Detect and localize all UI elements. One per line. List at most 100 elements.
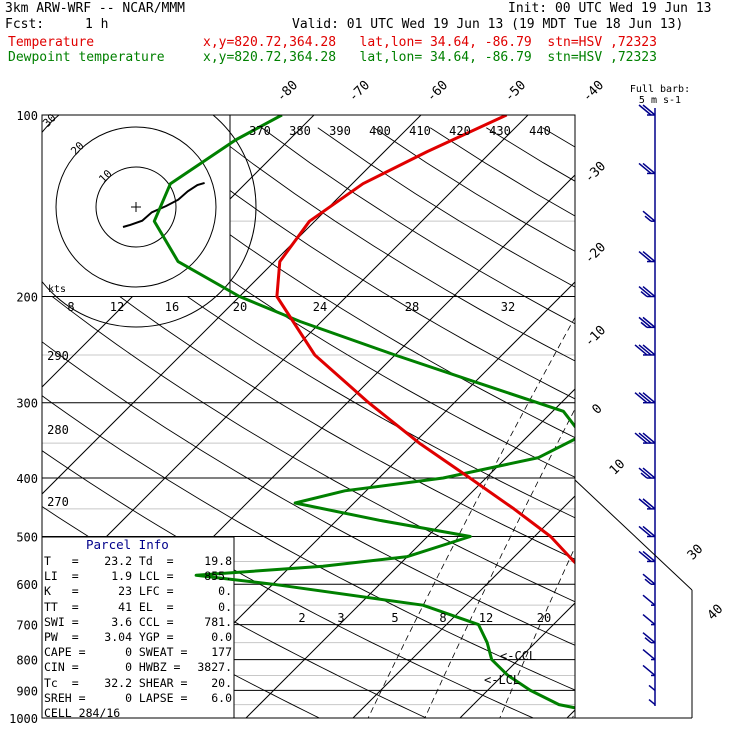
dry-adiabat-line (42, 235, 575, 560)
wind-barb-flag (638, 104, 652, 116)
mixing-ratio-line (572, 710, 575, 718)
parcel-param-value: 781. (204, 614, 232, 629)
parcel-param-value: 0. (218, 584, 232, 599)
wind-barb-flag (642, 498, 656, 510)
mixing-ratio-line (721, 309, 740, 731)
pressure-tick-label: 700 (16, 619, 38, 633)
dry-adiabat-line (42, 131, 575, 478)
wind-barb-flag (642, 250, 656, 263)
pressure-tick-label: 100 (16, 109, 38, 123)
parcel-info-panel: Parcel Info T = 23.2 Td = 19.8 LI = 1.9 LCL … (44, 537, 234, 727)
dry-adiabat-line (42, 183, 575, 519)
parcel-row: LI = 1.9 LCL = 855. (44, 569, 234, 584)
isotherm-tick-label: 40 (705, 602, 727, 624)
isotherm-line (245, 388, 575, 718)
mixing-ratio-label: 8 (67, 300, 74, 314)
pressure-tick-label: 600 (16, 578, 38, 592)
isotherm-line (566, 709, 575, 718)
wind-barb-half-flag (640, 472, 648, 479)
parcel-param-value: 32.2 (104, 675, 132, 690)
dry-adiabat-label: 380 (289, 124, 311, 138)
parcel-param-label: LCL = (132, 569, 174, 584)
parcel-param-label: CAPE = (44, 645, 86, 660)
parcel-param-label: PW = (44, 629, 79, 644)
full-barb-legend-value: 5 m s-1 (639, 95, 681, 106)
isotherm-tick-label: -30 (582, 159, 609, 186)
temperature-profile (275, 115, 575, 565)
wind-barb-half-flag (648, 684, 656, 691)
dry-adiabat-line (542, 127, 575, 148)
parcel-param-label: LAPSE = (132, 690, 188, 705)
wind-barb-flag (638, 162, 652, 175)
parcel-param-label: SHEAR = (132, 675, 188, 690)
lcl-annotation: <-LCL (484, 673, 520, 687)
parcel-cell-value: 284/16 (78, 705, 121, 720)
parcel-param-label: Tc = (44, 675, 79, 690)
wind-barb-flag (638, 467, 652, 479)
parcel-param-value: 0. (218, 599, 232, 614)
isotherm-tick-label: -60 (424, 78, 451, 105)
wind-barb-half-flag (648, 698, 656, 706)
parcel-row: SWI = 3.6 CCL = 781. (44, 615, 234, 630)
dry-adiabat-line (317, 127, 575, 288)
parcel-row: TT = 41 EL = 0. (44, 600, 234, 615)
dry-adiabat-line (149, 127, 575, 400)
wind-barb-flag (642, 316, 656, 328)
parcel-param-value: 855. (204, 569, 232, 584)
pressure-tick-label: 800 (16, 654, 38, 668)
wind-barb-flag (642, 525, 656, 538)
wind-barb-flag (642, 648, 656, 661)
parcel-param-value: 23.2 (104, 554, 132, 568)
mixing-ratio-label: 16 (165, 300, 179, 314)
parcel-row: K = 23 LFC = 0. (44, 584, 234, 599)
mixing-ratio-label: 20 (233, 300, 247, 314)
wind-barb-flag (638, 432, 652, 444)
mixing-ratio-label: 12 (479, 611, 493, 625)
parcel-param-label: YGP = (132, 629, 174, 644)
wind-barb-half-flag (644, 637, 652, 644)
parcel-param-label: SREH = (44, 690, 86, 705)
wind-barb-flag (634, 344, 648, 356)
parcel-param-label: HWBZ = (132, 660, 181, 675)
dry-adiabat-line (42, 288, 575, 603)
parcel-row: Tc = 32.2 SHEAR = 20. (44, 676, 234, 691)
dewpoint-location: x,y=820.72,364.28 lat,lon= 34.64, -86.79… (203, 50, 657, 65)
isotherm-tick-label: -20 (582, 240, 609, 267)
wind-barb-half-flag (640, 290, 648, 298)
theta-label: 280 (47, 423, 69, 437)
isotherm-line (459, 602, 575, 718)
dry-adiabat-line (92, 127, 575, 439)
isotherm-tick-label: 30 (685, 542, 707, 564)
mixing-ratio-line (499, 546, 575, 718)
theta-label: 290 (47, 349, 69, 363)
wind-barb-flag (642, 594, 656, 606)
parcel-param-value: 0 (125, 660, 132, 675)
dry-adiabat-label: 390 (329, 124, 351, 138)
forecast-value: 1 h (85, 17, 109, 32)
mixing-ratio-label: 12 (110, 300, 124, 314)
wind-barb-flag (642, 432, 656, 444)
parcel-info-title: Parcel Info (86, 537, 169, 552)
wind-barb-flag (638, 525, 652, 538)
parcel-param-value: 20. (211, 675, 232, 690)
wind-barb-flag (638, 498, 652, 510)
wind-barb-flag (642, 467, 656, 479)
temperature-location: x,y=820.72,364.28 lat,lon= 34.64, -86.79… (203, 35, 657, 50)
mixing-ratio-label: 5 (391, 611, 398, 625)
mixing-ratio-label: 8 (439, 611, 446, 625)
parcel-param-value: 3827. (197, 660, 232, 675)
wind-barb-flag (638, 550, 652, 563)
pressure-tick-label: 200 (16, 291, 38, 305)
wind-barb-flag (634, 432, 648, 444)
parcel-param-value: 0 (125, 645, 132, 660)
parcel-panel-border (42, 536, 235, 718)
pressure-tick-label: 900 (16, 684, 38, 698)
parcel-param-label: LFC = (132, 584, 174, 599)
wind-barb-flag (642, 550, 656, 563)
parcel-backdrop (42, 537, 234, 718)
dry-adiabat-label: 430 (489, 124, 511, 138)
mixing-ratio-label: 32 (501, 300, 515, 314)
wind-barb-flag (642, 162, 656, 175)
mixing-ratio-line (634, 309, 740, 731)
